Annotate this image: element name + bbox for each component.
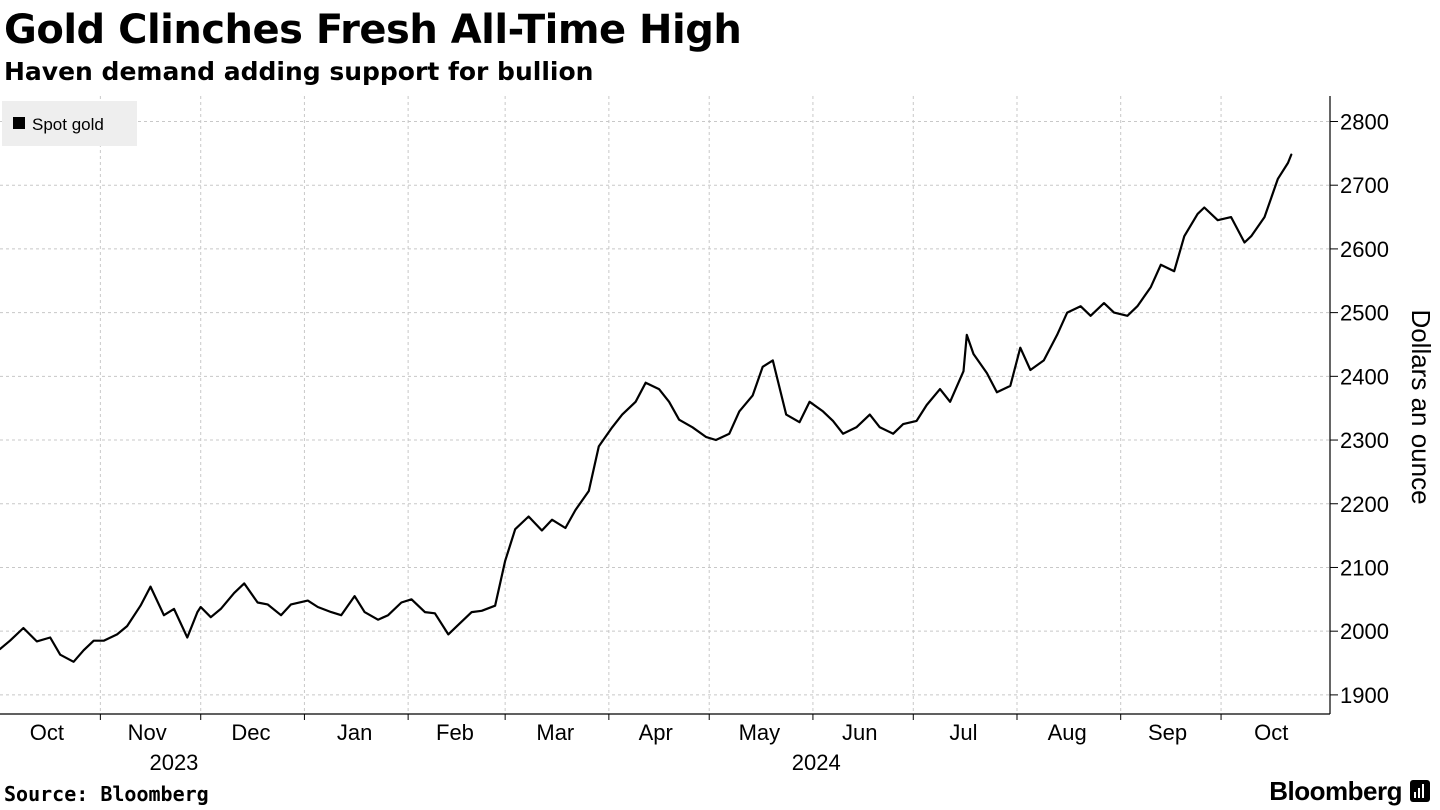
legend: Spot gold bbox=[2, 101, 137, 146]
x-tick-label: Jul bbox=[949, 720, 977, 745]
x-tick-label: Apr bbox=[639, 720, 673, 745]
y-tick-label: 1900 bbox=[1340, 683, 1389, 708]
series bbox=[0, 153, 1293, 663]
gold-price-chart: 1900 2000 2100 2200 2300 2400 2500 2600 2700 2800… bbox=[0, 96, 1436, 770]
y-tick-label: 2700 bbox=[1340, 173, 1389, 198]
x-tick-label: Oct bbox=[30, 720, 64, 745]
grid-lines bbox=[0, 96, 1330, 714]
chart-subtitle: Haven demand adding support for bullion bbox=[4, 57, 594, 86]
x-tick-label: Dec bbox=[231, 720, 270, 745]
axes: 1900 2000 2100 2200 2300 2400 2500 2600 2700 2800… bbox=[0, 96, 1389, 770]
x-tick-label: Feb bbox=[436, 720, 474, 745]
legend-label: Spot gold bbox=[32, 115, 104, 134]
y-tick-label: 2800 bbox=[1340, 109, 1389, 134]
x-tick-label: May bbox=[739, 720, 781, 745]
spot-gold-line bbox=[0, 153, 1293, 663]
source-note: Source: Bloomberg bbox=[4, 782, 209, 806]
x-tick-label: Jun bbox=[842, 720, 877, 745]
x-year-label: 2024 bbox=[792, 750, 841, 770]
y-axis-title: Dollars an ounce bbox=[1406, 309, 1436, 504]
y-tick-label: 2300 bbox=[1340, 428, 1389, 453]
x-tick-label: Aug bbox=[1048, 720, 1087, 745]
x-tick-label: Oct bbox=[1254, 720, 1288, 745]
y-tick-label: 2600 bbox=[1340, 237, 1389, 262]
y-tick-label: 2200 bbox=[1340, 492, 1389, 517]
brand-name: Bloomberg bbox=[1269, 776, 1402, 806]
y-tick-label: 2400 bbox=[1340, 364, 1389, 389]
x-year-label: 2023 bbox=[149, 750, 198, 770]
x-tick-label: Nov bbox=[128, 720, 167, 745]
legend-swatch bbox=[13, 117, 25, 129]
brand-logo: Bloomberg bbox=[1269, 774, 1430, 808]
y-tick-label: 2500 bbox=[1340, 301, 1389, 326]
x-tick-label: Jan bbox=[337, 720, 372, 745]
x-tick-label: Sep bbox=[1148, 720, 1187, 745]
x-tick-label: Mar bbox=[536, 720, 574, 745]
y-tick-label: 2100 bbox=[1340, 555, 1389, 580]
y-tick-label: 2000 bbox=[1340, 619, 1389, 644]
chart-title: Gold Clinches Fresh All-Time High bbox=[4, 7, 742, 53]
bloomberg-chart-icon bbox=[1410, 780, 1430, 802]
